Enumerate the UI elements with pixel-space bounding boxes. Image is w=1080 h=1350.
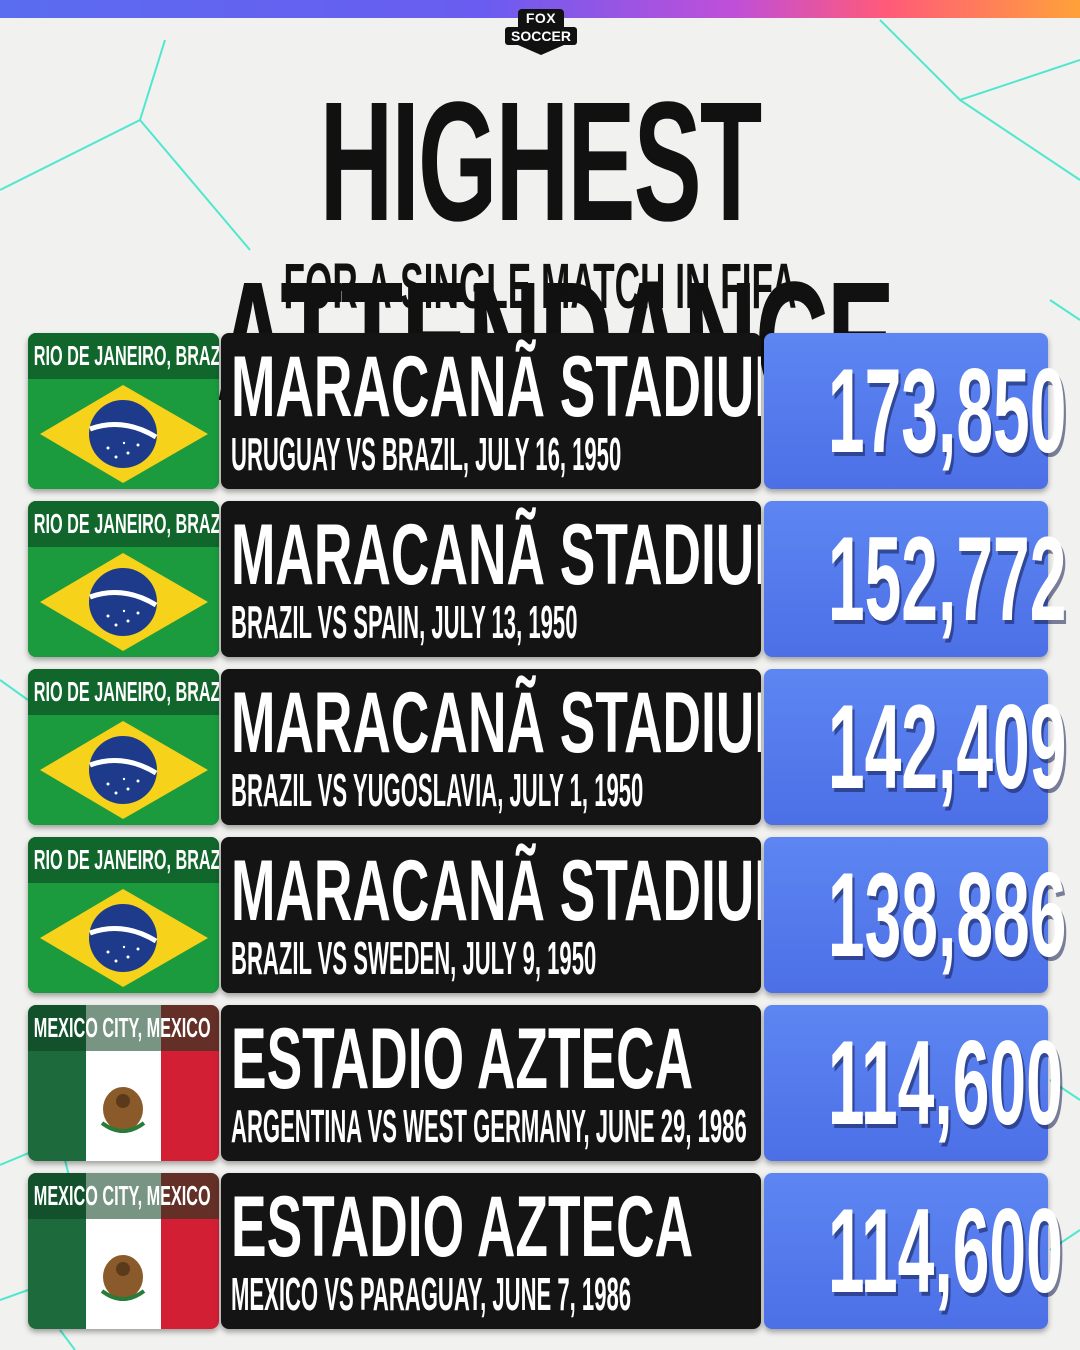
- attendance-panel: 138,886: [764, 837, 1067, 993]
- table-row: MEXICO CITY, MEXICO ESTADIO AZTECA ARGEN…: [28, 1005, 1063, 1163]
- logo-shield-icon: [518, 45, 564, 55]
- logo-fox-text: FOX: [517, 9, 565, 27]
- flag-panel: MEXICO CITY, MEXICO: [28, 1173, 219, 1329]
- city-label: MEXICO CITY, MEXICO: [28, 1173, 219, 1219]
- city-label: RIO DE JANEIRO, BRAZIL: [28, 837, 219, 883]
- stadium-name: ESTADIO AZTECA: [231, 1011, 694, 1107]
- table-row: RIO DE JANEIRO, BRAZIL MARACANÃ STADIUM …: [28, 669, 1067, 827]
- attendance-panel: 114,600: [764, 1005, 1063, 1161]
- flag-panel: RIO DE JANEIRO, BRAZIL: [28, 333, 219, 489]
- city-text: RIO DE JANEIRO, BRAZIL: [33, 676, 219, 707]
- flag-panel: RIO DE JANEIRO, BRAZIL: [28, 837, 219, 993]
- attendance-value: 142,409: [827, 680, 1067, 814]
- match-details: BRAZIL VS YUGOSLAVIA, JULY 1, 1950: [231, 764, 644, 816]
- flag-panel: RIO DE JANEIRO, BRAZIL: [28, 501, 219, 657]
- stadium-name: ESTADIO AZTECA: [231, 1179, 694, 1275]
- city-text: MEXICO CITY, MEXICO: [33, 1180, 211, 1211]
- table-row: RIO DE JANEIRO, BRAZIL MARACANÃ STADIUM …: [28, 333, 1067, 491]
- stadium-name: MARACANÃ STADIUM: [231, 675, 761, 771]
- attendance-value: 138,886: [827, 848, 1067, 982]
- stadium-name: MARACANÃ STADIUM: [231, 843, 761, 939]
- attendance-value: 173,850: [827, 344, 1067, 478]
- city-text: RIO DE JANEIRO, BRAZIL: [33, 508, 219, 539]
- attendance-value: 114,600: [827, 1016, 1063, 1150]
- match-info-panel: ESTADIO AZTECA MEXICO VS PARAGUAY, JUNE …: [221, 1173, 761, 1329]
- fox-soccer-logo: FOX SOCCER: [505, 6, 577, 62]
- match-info-panel: MARACANÃ STADIUM BRAZIL VS SWEDEN, JULY …: [221, 837, 761, 993]
- attendance-panel: 173,850: [764, 333, 1067, 489]
- table-row: RIO DE JANEIRO, BRAZIL MARACANÃ STADIUM …: [28, 837, 1067, 995]
- match-info-panel: ESTADIO AZTECA ARGENTINA VS WEST GERMANY…: [221, 1005, 761, 1161]
- city-text: MEXICO CITY, MEXICO: [33, 1012, 211, 1043]
- city-label: RIO DE JANEIRO, BRAZIL: [28, 333, 219, 379]
- match-details: URUGUAY VS BRAZIL, JULY 16, 1950: [231, 428, 622, 480]
- city-label: MEXICO CITY, MEXICO: [28, 1005, 219, 1051]
- logo-soccer-text: SOCCER: [505, 27, 577, 45]
- flag-panel: MEXICO CITY, MEXICO: [28, 1005, 219, 1161]
- stadium-name: MARACANÃ STADIUM: [231, 339, 761, 435]
- attendance-panel: 152,772: [764, 501, 1067, 657]
- match-details: BRAZIL VS SPAIN, JULY 13, 1950: [231, 596, 578, 648]
- attendance-panel: 142,409: [764, 669, 1067, 825]
- attendance-value: 152,772: [827, 512, 1067, 646]
- match-info-panel: MARACANÃ STADIUM URUGUAY VS BRAZIL, JULY…: [221, 333, 761, 489]
- match-info-panel: MARACANÃ STADIUM BRAZIL VS YUGOSLAVIA, J…: [221, 669, 761, 825]
- city-text: RIO DE JANEIRO, BRAZIL: [33, 844, 219, 875]
- match-details: MEXICO VS PARAGUAY, JUNE 7, 1986: [231, 1268, 632, 1320]
- city-label: RIO DE JANEIRO, BRAZIL: [28, 501, 219, 547]
- city-label: RIO DE JANEIRO, BRAZIL: [28, 669, 219, 715]
- stadium-name: MARACANÃ STADIUM: [231, 507, 761, 603]
- flag-panel: RIO DE JANEIRO, BRAZIL: [28, 669, 219, 825]
- match-details: ARGENTINA VS WEST GERMANY, JUNE 29, 1986: [231, 1100, 747, 1152]
- table-row: MEXICO CITY, MEXICO ESTADIO AZTECA MEXIC…: [28, 1173, 1063, 1331]
- match-details: BRAZIL VS SWEDEN, JULY 9, 1950: [231, 932, 597, 984]
- attendance-panel: 114,600: [764, 1173, 1063, 1329]
- city-text: RIO DE JANEIRO, BRAZIL: [33, 340, 219, 371]
- table-row: RIO DE JANEIRO, BRAZIL MARACANÃ STADIUM …: [28, 501, 1067, 659]
- match-info-panel: MARACANÃ STADIUM BRAZIL VS SPAIN, JULY 1…: [221, 501, 761, 657]
- attendance-value: 114,600: [827, 1184, 1063, 1318]
